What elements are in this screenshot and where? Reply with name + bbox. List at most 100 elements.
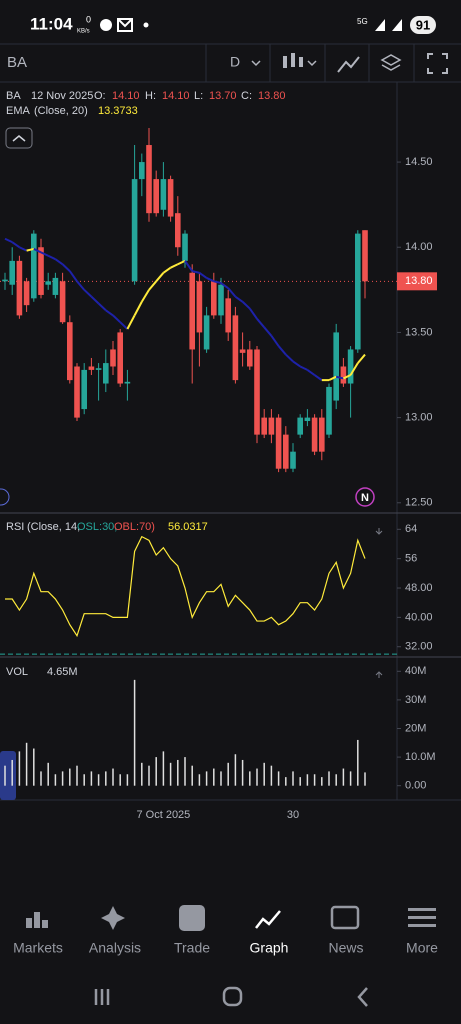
ema-segment — [277, 345, 287, 356]
x-tick-label: 7 Oct 2025 — [136, 809, 190, 821]
left-marker — [0, 488, 10, 506]
vol-collapse[interactable] — [375, 671, 383, 678]
rsi-params: (Close, 14, — [27, 521, 80, 533]
candle-body — [311, 417, 318, 452]
candle-body — [160, 179, 167, 210]
candle-body — [189, 272, 195, 350]
dot — [143, 22, 149, 28]
rsi-obl: OBL:70) — [114, 521, 155, 533]
collapse-icon — [12, 135, 26, 142]
legend-c-label: C: — [241, 90, 252, 102]
ema-name: EMA — [6, 105, 31, 117]
ema-segment — [314, 374, 323, 381]
y-tick-label: 13.00 — [405, 412, 433, 424]
ema-segment — [126, 314, 136, 330]
candle-body — [261, 417, 267, 435]
mail-icon — [117, 18, 133, 32]
ema-segment — [234, 295, 244, 303]
ema-segment — [11, 241, 20, 249]
candle-body — [31, 233, 37, 299]
y-tick-label: 20M — [405, 722, 426, 734]
ema-segment — [33, 248, 42, 254]
ema-segment — [148, 280, 157, 291]
legend-l: 13.70 — [209, 90, 237, 102]
ema-segment — [191, 270, 200, 274]
candle-body — [355, 233, 361, 350]
y-tick-label: 12.50 — [405, 497, 433, 509]
legend-o: 14.10 — [112, 90, 140, 102]
ema-segment — [170, 263, 179, 269]
nav-item[interactable]: Graph — [250, 940, 289, 956]
ema-segment — [256, 318, 265, 328]
rsi-name: RSI — [6, 521, 24, 533]
y-tick-label: 40.00 — [405, 611, 433, 623]
ema-segment — [119, 321, 129, 330]
candle-body — [124, 381, 131, 384]
news-marker-label: N — [361, 492, 369, 504]
ema-segment — [349, 362, 359, 376]
y-tick-label: 30M — [405, 694, 426, 706]
nav-item[interactable]: News — [328, 940, 363, 956]
layers-icon[interactable] — [380, 54, 402, 71]
news-marker[interactable] — [355, 487, 375, 507]
ema-segment — [97, 302, 107, 312]
ema-segment — [90, 295, 100, 305]
candle-body — [304, 417, 311, 422]
interval[interactable]: D — [230, 54, 240, 70]
toolbar-symbol[interactable]: BA — [7, 54, 27, 71]
candle-body — [95, 368, 102, 370]
ema-segment — [83, 289, 93, 298]
nav-item[interactable]: Markets — [13, 940, 63, 956]
side-handle[interactable] — [0, 751, 16, 800]
y-tick-label: 64 — [405, 523, 417, 535]
candle-body — [218, 284, 224, 316]
collapse-button[interactable] — [5, 127, 33, 149]
ema-value: 13.3733 — [98, 105, 138, 117]
ema-segment — [248, 307, 258, 320]
ema-segment — [177, 259, 186, 266]
candle-body — [333, 332, 339, 401]
ema-segment — [68, 270, 78, 282]
ema-segment — [270, 335, 280, 347]
rsi-collapse[interactable] — [375, 528, 383, 535]
candle-body — [340, 366, 347, 384]
indicators-icon[interactable] — [337, 56, 360, 73]
nav-item[interactable]: Analysis — [89, 940, 141, 956]
battery-level: 91 — [416, 17, 430, 32]
last-price-badge — [397, 272, 437, 291]
nav-item[interactable]: More — [406, 940, 438, 956]
y-tick-label: 10.0M — [405, 751, 436, 763]
candle-body — [38, 247, 44, 295]
vol-name: VOL — [6, 666, 28, 678]
system-nav — [94, 986, 368, 1007]
chat-icon — [100, 19, 112, 31]
ema-segment — [227, 287, 237, 298]
candle-body — [211, 281, 217, 316]
ema-segment — [299, 365, 308, 371]
fullscreen-icon[interactable] — [427, 53, 448, 74]
legend-h: 14.10 — [162, 90, 190, 102]
candle-body — [9, 260, 15, 285]
candle-body — [225, 298, 231, 333]
y-tick-label: 56 — [405, 553, 417, 565]
candle-body — [67, 322, 73, 381]
ema-segment — [328, 375, 337, 382]
candle-body — [275, 417, 282, 469]
candle-body — [117, 332, 123, 384]
ema-segment — [285, 353, 294, 363]
legend-date: 12 Nov 2025 — [31, 90, 93, 102]
candle-body — [362, 230, 368, 282]
ema-segment — [292, 360, 301, 368]
candle-body — [268, 417, 275, 435]
y-tick-label: 13.50 — [405, 326, 433, 338]
ema-segment — [184, 260, 194, 272]
candle-type-icon[interactable] — [283, 53, 317, 68]
rsi-value: 56.0317 — [168, 521, 208, 533]
ema-segment — [357, 353, 366, 364]
ema-segment — [47, 254, 56, 261]
ema-segment — [112, 314, 121, 323]
candle-body — [88, 366, 95, 370]
rsi-osl: OSL:30, — [77, 521, 117, 533]
last-price-label: 13.80 — [405, 275, 433, 287]
nav-item[interactable]: Trade — [174, 940, 210, 956]
